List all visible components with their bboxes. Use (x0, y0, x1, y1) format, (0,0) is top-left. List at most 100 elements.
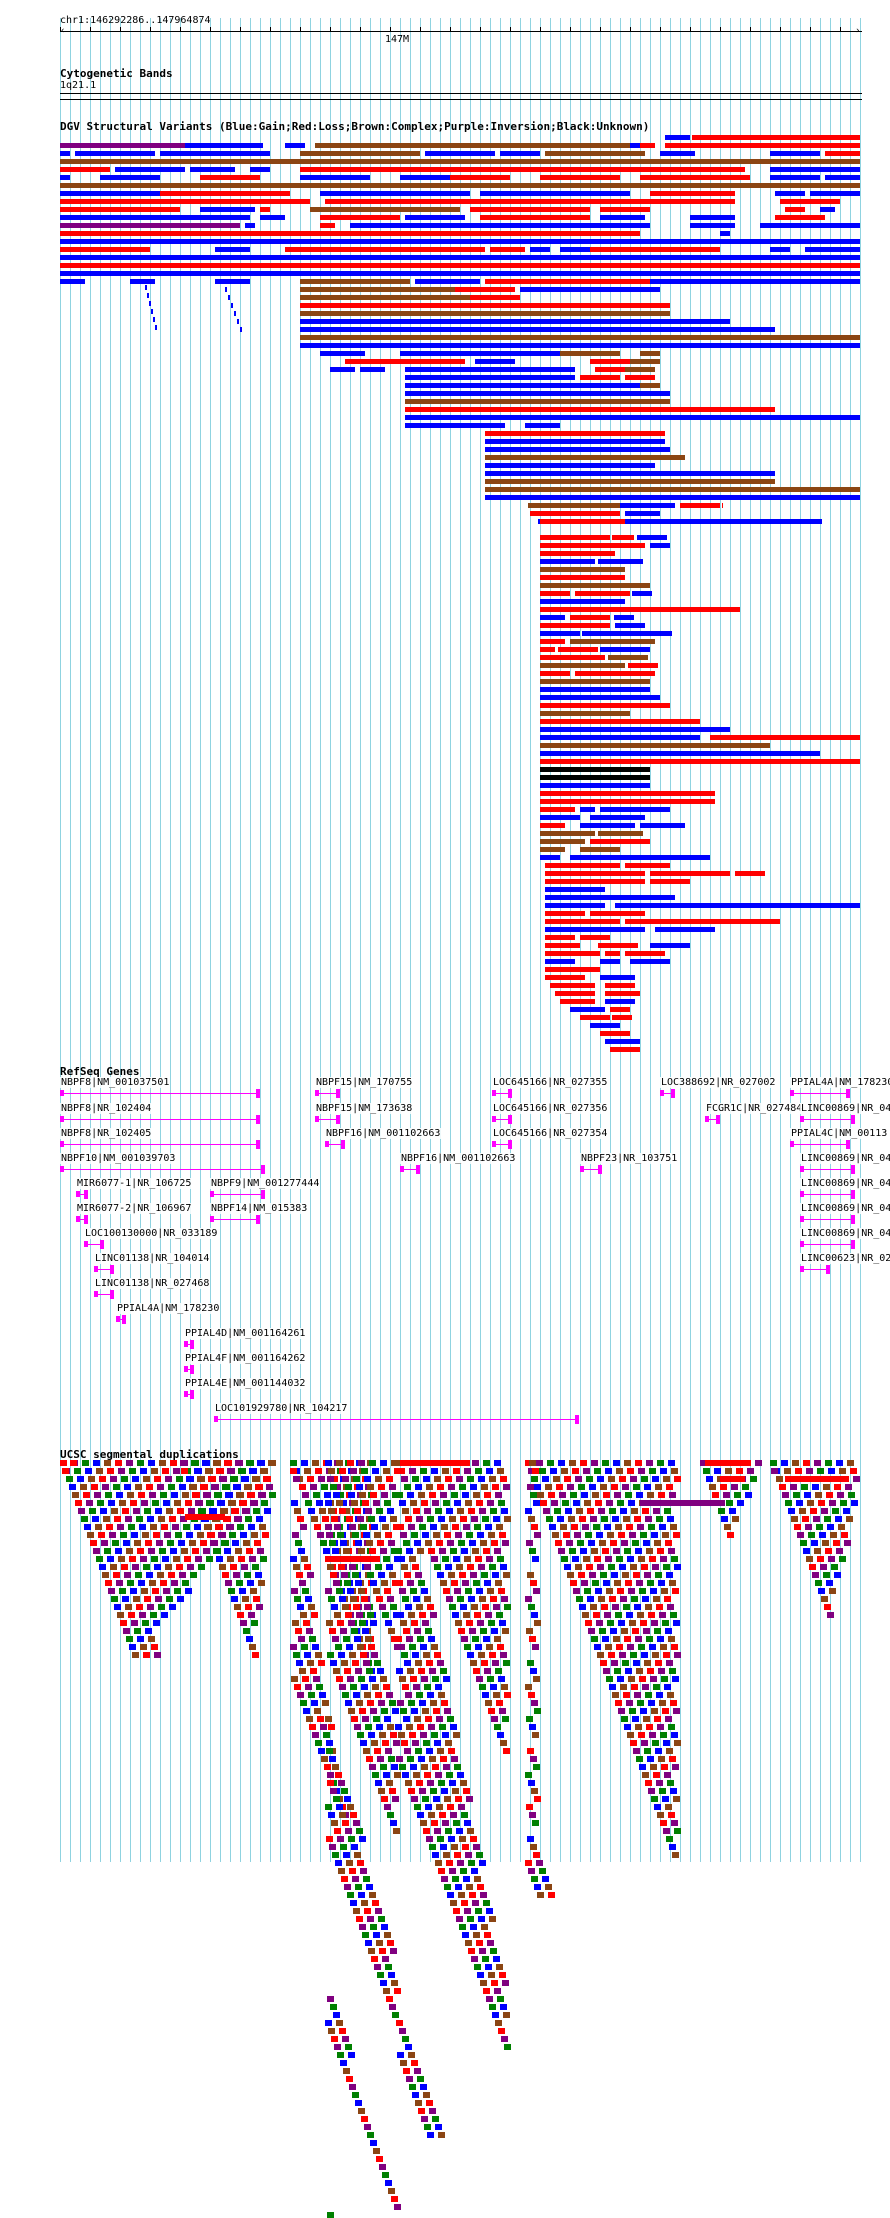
segdup-block[interactable] (563, 1532, 570, 1538)
segdup-block[interactable] (669, 1668, 676, 1674)
segdup-block[interactable] (460, 1516, 467, 1522)
dgv-variant[interactable] (545, 863, 620, 868)
segdup-block[interactable] (436, 1716, 443, 1722)
segdup-block[interactable] (674, 1476, 681, 1482)
segdup-block[interactable] (623, 1692, 630, 1698)
dgv-variant[interactable] (320, 215, 400, 220)
dgv-variant[interactable] (60, 183, 860, 188)
segdup-block[interactable] (328, 1596, 335, 1602)
segdup-block[interactable] (465, 1500, 472, 1506)
segdup-block[interactable] (462, 1844, 469, 1850)
segdup-block[interactable] (139, 1612, 146, 1618)
segdup-block[interactable] (120, 1532, 127, 1538)
segdup-block[interactable] (657, 1460, 664, 1466)
segdup-block[interactable] (472, 1548, 479, 1554)
segdup-block[interactable] (324, 1764, 331, 1770)
segdup-block[interactable] (343, 1508, 350, 1514)
dgv-variant[interactable] (605, 983, 635, 988)
segdup-block[interactable] (411, 2060, 418, 2066)
segdup-block[interactable] (409, 1644, 416, 1650)
segdup-block[interactable] (384, 1932, 391, 1938)
segdup-block[interactable] (481, 1484, 488, 1490)
segdup-block[interactable] (718, 1508, 725, 1514)
segdup-block[interactable] (489, 1476, 496, 1482)
segdup-block[interactable] (637, 1700, 644, 1706)
segdup-block[interactable] (443, 1676, 450, 1682)
segdup-block[interactable] (658, 1756, 665, 1762)
gene-label[interactable]: NBPF9|NM_001277444 (210, 1178, 321, 1189)
segdup-block[interactable] (492, 1484, 499, 1490)
dgv-variant[interactable] (360, 367, 385, 372)
dgv-variant[interactable] (530, 247, 550, 252)
segdup-block[interactable] (346, 1516, 353, 1522)
segdup-block[interactable] (603, 1668, 610, 1674)
segdup-block[interactable] (370, 1708, 377, 1714)
segdup-block[interactable] (591, 1460, 598, 1466)
segdup-block[interactable] (342, 2036, 349, 2042)
dgv-variant[interactable] (540, 639, 565, 644)
segdup-block[interactable] (437, 1836, 444, 1842)
segdup-block[interactable] (254, 1540, 261, 1546)
segdup-block[interactable] (633, 1660, 640, 1666)
segdup-block[interactable] (343, 1548, 350, 1554)
dgv-variant[interactable] (540, 663, 625, 668)
ruler-tick[interactable] (150, 27, 151, 31)
segdup-block[interactable] (673, 1708, 680, 1714)
segdup-block[interactable] (174, 1588, 181, 1594)
segdup-block[interactable] (432, 1500, 439, 1506)
gene-exon[interactable] (508, 1089, 512, 1098)
segdup-block[interactable] (668, 1460, 675, 1466)
segdup-block[interactable] (382, 1524, 389, 1530)
segdup-block[interactable] (621, 1716, 628, 1722)
segdup-block[interactable] (440, 1580, 447, 1586)
segdup-block[interactable] (151, 1556, 158, 1562)
segdup-block[interactable] (363, 1876, 370, 1882)
segdup-block[interactable] (476, 1500, 483, 1506)
segdup-block[interactable] (705, 1460, 750, 1466)
segdup-block[interactable] (336, 1804, 343, 1810)
segdup-block[interactable] (339, 2028, 346, 2034)
dgv-variant[interactable] (637, 535, 667, 540)
dgv-variant[interactable] (400, 351, 445, 356)
segdup-block[interactable] (565, 1508, 572, 1514)
segdup-block[interactable] (622, 1484, 629, 1490)
segdup-block[interactable] (672, 1764, 679, 1770)
segdup-block[interactable] (394, 1988, 401, 1994)
segdup-block[interactable] (124, 1484, 131, 1490)
segdup-block[interactable] (389, 1572, 396, 1578)
segdup-block[interactable] (657, 1812, 664, 1818)
segdup-block[interactable] (502, 1716, 509, 1722)
gene-exon[interactable] (800, 1191, 804, 1197)
segdup-block[interactable] (424, 1684, 431, 1690)
segdup-block[interactable] (636, 1580, 643, 1586)
segdup-block[interactable] (640, 1620, 647, 1626)
gene-label[interactable]: NBPF8|NM_001037501 (60, 1077, 171, 1088)
segdup-block[interactable] (185, 1514, 225, 1520)
segdup-block[interactable] (303, 1620, 310, 1626)
segdup-block[interactable] (245, 1604, 252, 1610)
segdup-block[interactable] (779, 1484, 786, 1490)
segdup-block[interactable] (465, 1588, 472, 1594)
segdup-block[interactable] (657, 1548, 664, 1554)
segdup-block[interactable] (421, 1588, 428, 1594)
segdup-block[interactable] (405, 2044, 412, 2050)
segdup-block[interactable] (422, 1796, 429, 1802)
gene-exon[interactable] (100, 1240, 104, 1249)
segdup-block[interactable] (340, 1500, 347, 1506)
segdup-block[interactable] (378, 1916, 385, 1922)
segdup-block[interactable] (178, 1540, 185, 1546)
dgv-variant[interactable] (580, 823, 635, 828)
segdup-block[interactable] (339, 1468, 346, 1474)
segdup-block[interactable] (665, 1628, 672, 1634)
segdup-block[interactable] (575, 1564, 582, 1570)
segdup-block[interactable] (420, 1820, 427, 1826)
segdup-block[interactable] (662, 1532, 669, 1538)
segdup-block[interactable] (168, 1572, 175, 1578)
segdup-block[interactable] (419, 1700, 426, 1706)
segdup-block[interactable] (530, 1580, 537, 1586)
segdup-block[interactable] (731, 1484, 738, 1490)
segdup-block[interactable] (674, 1564, 681, 1570)
segdup-block[interactable] (665, 1540, 672, 1546)
segdup-block[interactable] (429, 1668, 436, 1674)
segdup-block[interactable] (656, 1692, 663, 1698)
